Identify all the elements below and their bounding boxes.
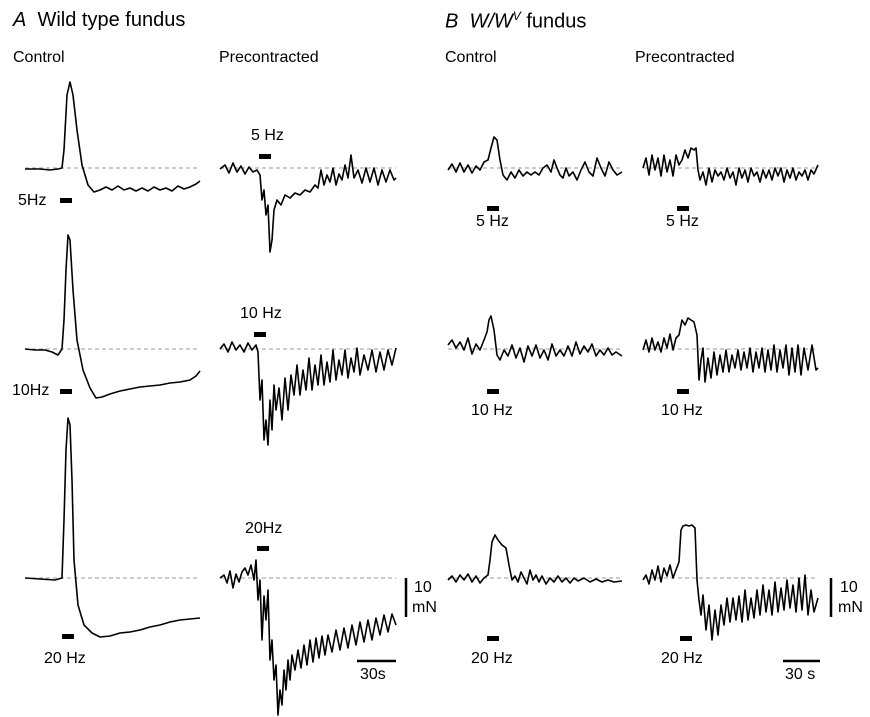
trace-b-pre-5hz (643, 148, 818, 185)
trace-a-pre-20hz (220, 560, 396, 715)
stim-bar (680, 636, 692, 641)
trace-a-pre-10hz (220, 342, 396, 445)
trace-b-control-5hz (448, 137, 622, 180)
stim-bar (259, 154, 271, 159)
trace-b-control-10hz (448, 316, 622, 362)
trace-a-control-10hz (25, 235, 200, 398)
stim-bar (677, 389, 689, 394)
stim-bar (254, 332, 266, 337)
stim-bar (60, 389, 72, 394)
stim-bar (487, 206, 499, 211)
stim-bar (60, 198, 72, 203)
stim-bar (677, 206, 689, 211)
trace-b-pre-20hz (643, 525, 818, 640)
stim-bar (487, 636, 499, 641)
trace-a-control-5hz (25, 82, 200, 192)
trace-b-pre-10hz (643, 318, 818, 382)
stim-bar (487, 389, 499, 394)
trace-a-control-20hz (25, 418, 200, 637)
trace-b-control-20hz (448, 535, 622, 584)
stim-bar (62, 634, 74, 639)
trace-a-pre-5hz (220, 155, 396, 252)
stim-bar (257, 546, 269, 551)
